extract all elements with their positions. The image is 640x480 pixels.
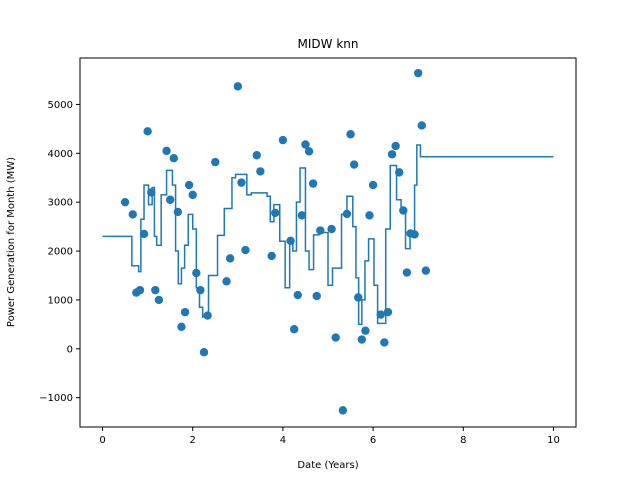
x-tick-label: 6 [370, 435, 376, 446]
data-point [361, 326, 370, 335]
data-point [237, 178, 246, 187]
data-point [304, 147, 314, 156]
data-point [357, 335, 367, 344]
plot-area [79, 57, 577, 428]
data-point [151, 285, 160, 295]
data-point [286, 236, 295, 245]
data-point [267, 251, 276, 261]
data-point [278, 135, 288, 145]
plot-frame [79, 57, 577, 428]
data-point [354, 293, 363, 302]
data-point [413, 68, 423, 78]
x-tick-label: 2 [190, 435, 196, 446]
x-axis-label: Date (Years) [297, 460, 358, 471]
data-point [312, 291, 321, 301]
data-point [225, 254, 235, 263]
data-point [165, 195, 175, 204]
data-point [417, 121, 426, 130]
data-point [338, 406, 348, 415]
data-point [180, 307, 190, 317]
data-point [316, 226, 325, 235]
data-point [349, 160, 359, 169]
data-point [169, 153, 178, 163]
knn-step-line [102, 144, 554, 326]
y-tick-label: 0 [67, 344, 73, 355]
data-point [256, 167, 265, 176]
x-tick-label: 4 [280, 435, 286, 446]
data-point [177, 322, 186, 332]
chart-title: MIDW knn [298, 37, 359, 51]
y-tick-label: 4000 [48, 149, 73, 160]
data-point [128, 210, 137, 219]
data-point [147, 188, 156, 197]
y-tick-label: 2000 [48, 247, 73, 258]
x-axis: 0 2 4 6 8 10 [99, 427, 560, 446]
y-tick-label: 1000 [48, 295, 73, 306]
data-point [162, 146, 171, 156]
data-point [380, 338, 389, 347]
data-point [211, 157, 220, 167]
data-point [301, 140, 310, 149]
data-point [395, 168, 404, 177]
data-point [383, 307, 393, 317]
data-point [402, 268, 412, 277]
data-point [391, 141, 400, 151]
y-axis: −1000 0 1000 2000 3000 4000 5000 [39, 100, 80, 404]
data-point [199, 348, 209, 357]
y-tick-label: −1000 [39, 393, 73, 404]
data-point [297, 211, 307, 220]
y-tick-label: 3000 [48, 198, 73, 209]
data-point [184, 180, 194, 190]
data-point [346, 130, 355, 139]
data-point [399, 206, 408, 215]
data-point [376, 310, 385, 319]
data-point [331, 333, 340, 342]
x-tick-label: 10 [547, 435, 560, 446]
data-point [196, 285, 205, 295]
data-point [293, 290, 302, 300]
data-point [203, 311, 212, 320]
data-point [271, 208, 280, 218]
data-point [139, 229, 149, 239]
data-point [289, 325, 299, 334]
data-point [241, 245, 250, 255]
data-point [365, 211, 374, 220]
data-point [252, 151, 261, 160]
data-point [327, 224, 336, 234]
data-point [410, 230, 419, 239]
x-tick-label: 8 [460, 435, 466, 446]
data-point [120, 197, 130, 207]
data-point [135, 285, 145, 295]
y-axis-label: Power Generation for Month (MW) [6, 157, 17, 327]
data-point [233, 82, 243, 91]
data-point [308, 179, 318, 188]
data-point [421, 266, 431, 275]
data-point [342, 209, 352, 219]
data-point [173, 207, 183, 217]
data-point [192, 268, 201, 278]
data-point [154, 295, 164, 305]
x-tick-label: 0 [99, 435, 105, 446]
data-point [387, 150, 397, 159]
data-point [222, 277, 231, 286]
data-point [143, 127, 152, 136]
data-point [368, 180, 378, 190]
data-point [188, 190, 197, 200]
y-tick-label: 5000 [48, 100, 73, 111]
